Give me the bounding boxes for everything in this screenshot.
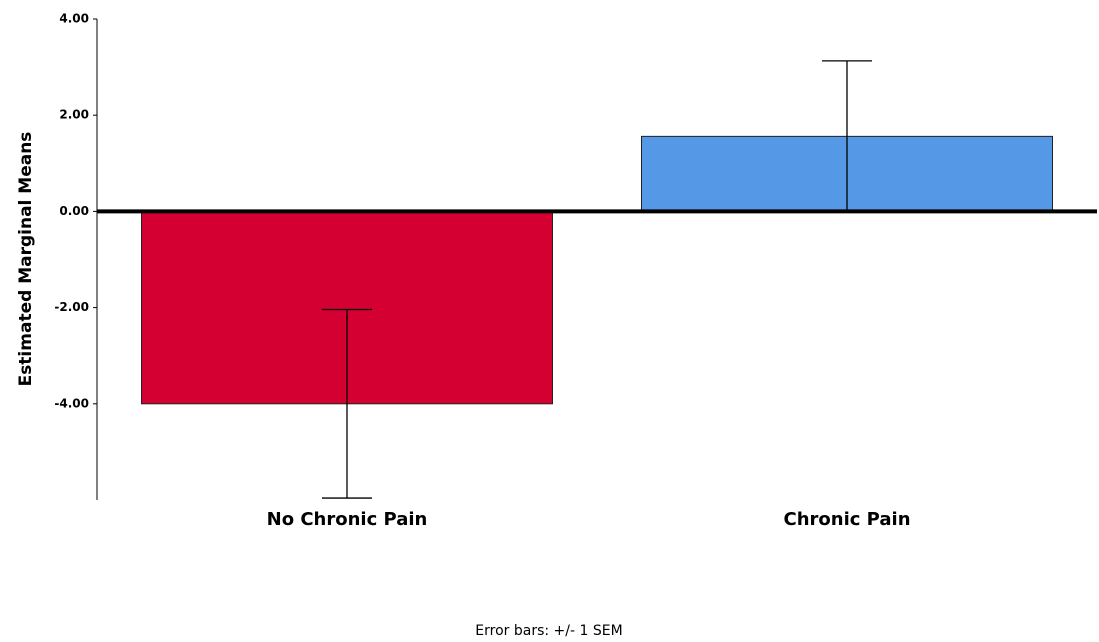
y-tick-label: -2.00 xyxy=(54,300,89,314)
y-tick-label: 4.00 xyxy=(59,12,89,26)
x-tick-label: Chronic Pain xyxy=(783,509,910,530)
footnote: Error bars: +/- 1 SEM xyxy=(475,623,622,639)
y-tick-label: 2.00 xyxy=(59,108,89,122)
y-tick-label: -4.00 xyxy=(54,396,89,410)
y-tick-label: 0.00 xyxy=(59,204,89,218)
y-axis-label: Estimated Marginal Means xyxy=(16,132,36,387)
x-tick-label: No Chronic Pain xyxy=(267,509,428,530)
